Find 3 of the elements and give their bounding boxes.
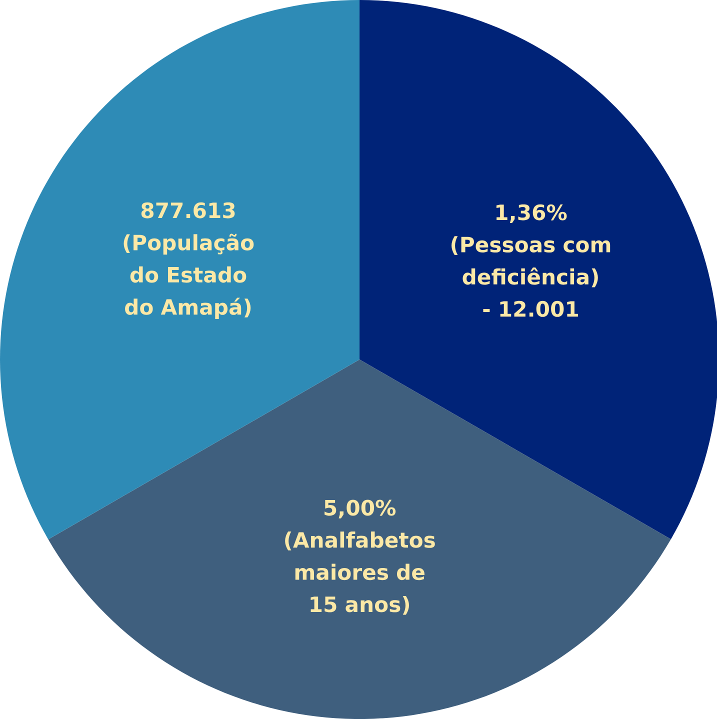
slice-label: 5,00% (Analfabetos maiores de 15 anos) bbox=[285, 500, 435, 615]
slice-label: 1,36% (Pessoas com deficiência) - 12.001 bbox=[452, 204, 610, 317]
slice-label: 877.613 (População do Estado do Amapá) bbox=[124, 202, 254, 320]
